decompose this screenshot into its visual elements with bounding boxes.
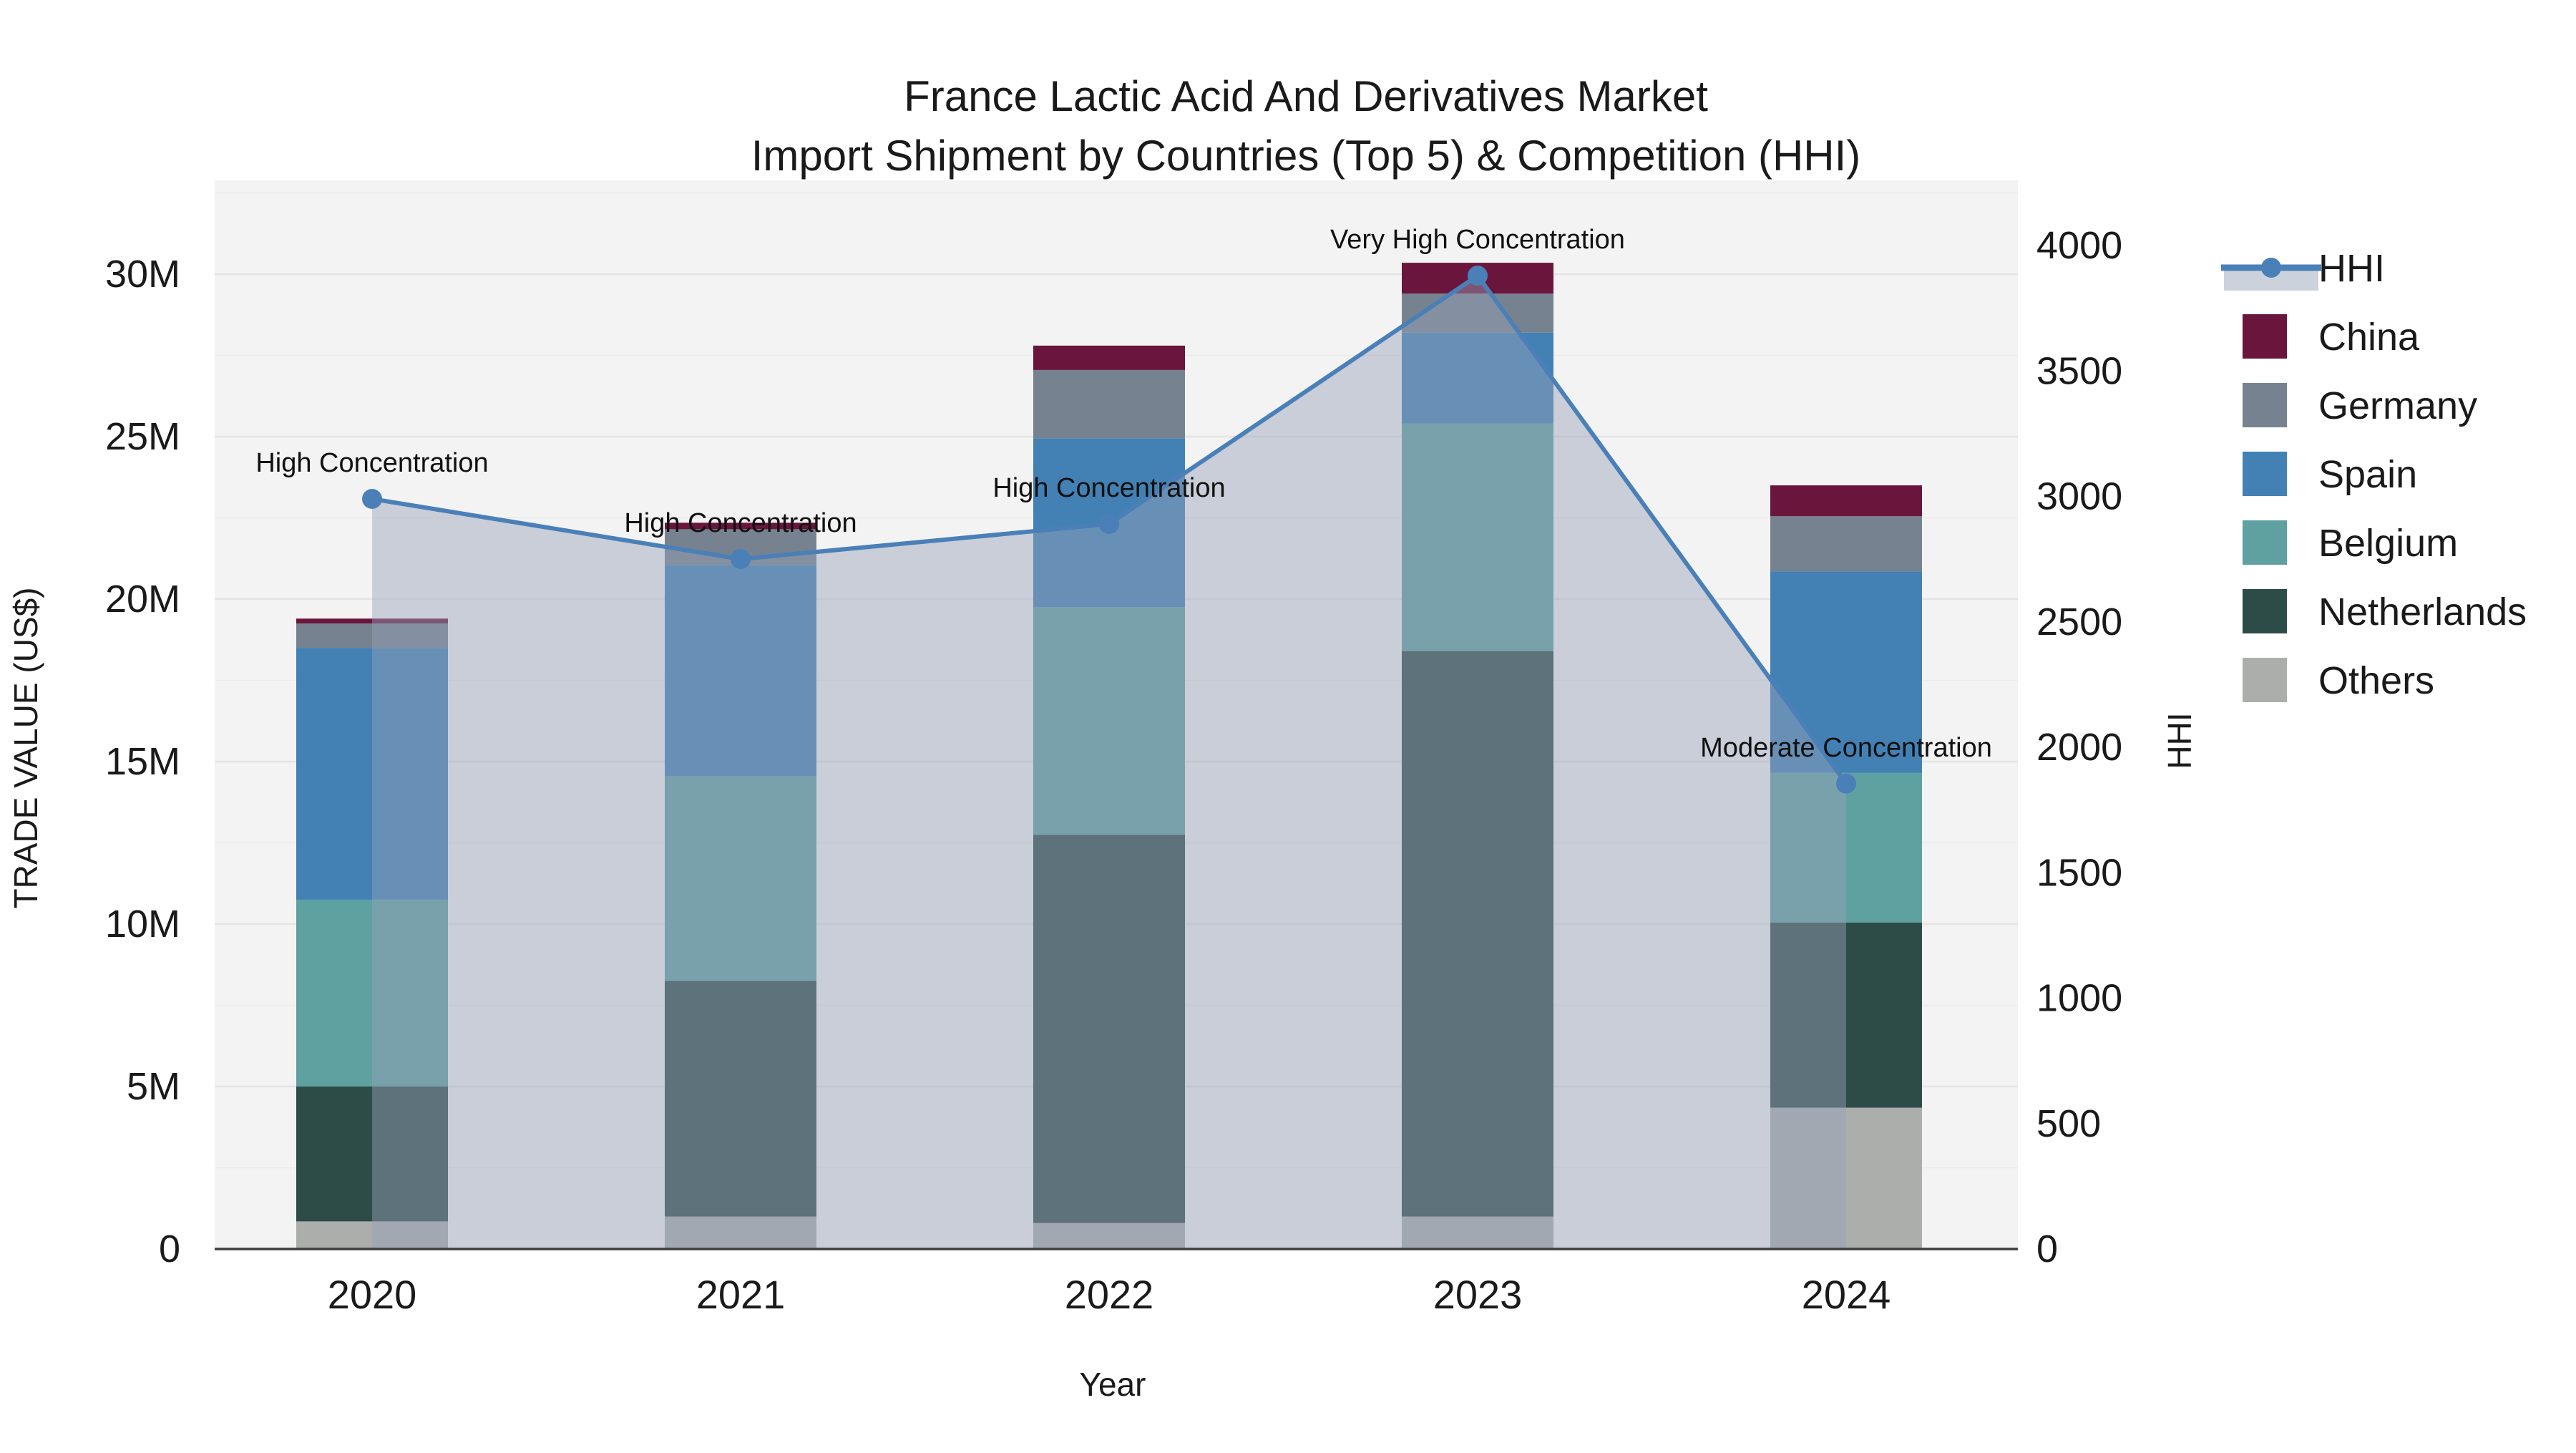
legend-label-netherlands: Netherlands (2318, 591, 2527, 633)
hhi-marker-2021 (731, 549, 751, 570)
bar-segment-spain-2020 (296, 648, 448, 900)
legend-label-germany: Germany (2318, 384, 2477, 427)
legend-label-others: Others (2318, 659, 2434, 702)
left-tick-label-25M: 25M (105, 415, 180, 458)
bar-segment-netherlands-2021 (665, 981, 816, 1217)
bar-segment-belgium-2021 (665, 776, 816, 981)
x-tick-label-2021: 2021 (696, 1272, 786, 1317)
annotation-2021: High Concentration (624, 508, 857, 538)
legend-swatch-china (2243, 314, 2287, 359)
legend-item-germany: Germany (2243, 383, 2477, 427)
annotation-2023: Very High Concentration (1330, 225, 1625, 255)
legend-item-belgium: Belgium (2243, 520, 2458, 565)
left-tick-label-10M: 10M (105, 903, 180, 946)
legend-item-others: Others (2243, 658, 2434, 702)
x-axis-title: Year (1080, 1366, 1146, 1403)
bar-segment-china-2020 (296, 618, 448, 624)
bar-segment-others-2024 (1770, 1107, 1922, 1249)
legend-hhi-marker-icon (2261, 258, 2281, 278)
bars-layer (296, 263, 1922, 1249)
annotation-2024: Moderate Concentration (1700, 733, 1992, 763)
annotation-2020: High Concentration (255, 448, 488, 478)
legend-swatch-netherlands (2243, 589, 2287, 633)
right-tick-label-4000: 4000 (2036, 224, 2122, 267)
left-axis-title: TRADE VALUE (US$) (7, 587, 44, 908)
bar-segment-china-2024 (1770, 485, 1922, 517)
legend-layer: HHI China Germany Spain Belgium Netherlands Ot… (2221, 247, 2527, 702)
bar-segment-belgium-2024 (1770, 772, 1922, 923)
bar-segment-others-2023 (1402, 1216, 1553, 1249)
legend-swatch-belgium (2243, 520, 2287, 565)
bar-segment-others-2020 (296, 1221, 448, 1249)
left-tick-label-5M: 5M (127, 1065, 180, 1108)
legend-label-belgium: Belgium (2318, 522, 2458, 565)
hhi-line-layer (362, 266, 1856, 794)
right-tick-label-0: 0 (2036, 1228, 2058, 1270)
tick-labels-layer: 0 5M 10M 15M 20M 25M 30M 0 500 1000 1500 2000 2500 30… (105, 224, 2122, 1317)
bar-segment-germany-2020 (296, 623, 448, 648)
legend-item-netherlands: Netherlands (2243, 589, 2527, 633)
right-tick-label-3000: 3000 (2036, 475, 2122, 518)
bar-segment-germany-2023 (1402, 293, 1553, 333)
bar-segment-others-2021 (665, 1216, 816, 1249)
bar-segment-china-2021 (665, 523, 816, 530)
hhi-marker-2022 (1099, 514, 1119, 535)
hhi-marker-2024 (1836, 773, 1856, 794)
right-tick-label-2000: 2000 (2036, 726, 2122, 769)
bar-segment-netherlands-2022 (1033, 835, 1185, 1223)
right-tick-label-2500: 2500 (2036, 601, 2122, 643)
legend-item-hhi: HHI (2221, 247, 2385, 291)
legend-item-china: China (2243, 314, 2420, 359)
legend-label-hhi: HHI (2318, 247, 2385, 290)
annotations-layer: High Concentration High Concentration High… (255, 225, 1992, 763)
hhi-marker-2020 (362, 489, 382, 509)
x-tick-label-2024: 2024 (1802, 1272, 1891, 1317)
legend-item-spain: Spain (2243, 452, 2417, 496)
legend-swatch-germany (2243, 383, 2287, 427)
x-tick-label-2022: 2022 (1065, 1272, 1154, 1317)
bar-segment-belgium-2023 (1402, 423, 1553, 651)
legend-label-china: China (2318, 316, 2420, 359)
bar-segment-germany-2022 (1033, 369, 1185, 439)
right-tick-label-1000: 1000 (2036, 977, 2122, 1020)
left-tick-label-20M: 20M (105, 578, 180, 621)
legend-swatch-others (2243, 658, 2287, 702)
chart-title-line2: Import Shipment by Countries (Top 5) & C… (751, 132, 1861, 180)
x-tick-label-2020: 2020 (328, 1272, 417, 1317)
annotation-2022: High Concentration (992, 473, 1225, 503)
bar-segment-netherlands-2023 (1402, 651, 1553, 1217)
left-tick-label-30M: 30M (105, 253, 180, 296)
legend-label-spain: Spain (2318, 453, 2417, 496)
chart-title-line1: France Lactic Acid And Derivatives Marke… (904, 72, 1708, 120)
left-tick-label-15M: 15M (105, 740, 180, 783)
bar-segment-belgium-2022 (1033, 607, 1185, 835)
bar-segment-china-2022 (1033, 345, 1185, 370)
right-axis-title: HHI (2161, 712, 2198, 769)
right-tick-label-1500: 1500 (2036, 851, 2122, 894)
left-tick-label-0: 0 (159, 1228, 180, 1270)
bar-segment-spain-2021 (665, 565, 816, 777)
hhi-marker-2023 (1468, 266, 1488, 286)
bar-segment-netherlands-2020 (296, 1087, 448, 1222)
bar-segment-spain-2024 (1770, 571, 1922, 773)
bar-segment-germany-2024 (1770, 516, 1922, 572)
bar-segment-others-2022 (1033, 1223, 1185, 1249)
right-tick-label-3500: 3500 (2036, 349, 2122, 392)
bar-segment-netherlands-2024 (1770, 922, 1922, 1108)
hhi-area-layer (372, 276, 1846, 1250)
right-tick-label-500: 500 (2036, 1102, 2101, 1145)
hhi-area-fill (372, 276, 1846, 1250)
legend-swatch-spain (2243, 452, 2287, 496)
x-tick-label-2023: 2023 (1433, 1272, 1523, 1317)
bar-segment-belgium-2020 (296, 899, 448, 1087)
